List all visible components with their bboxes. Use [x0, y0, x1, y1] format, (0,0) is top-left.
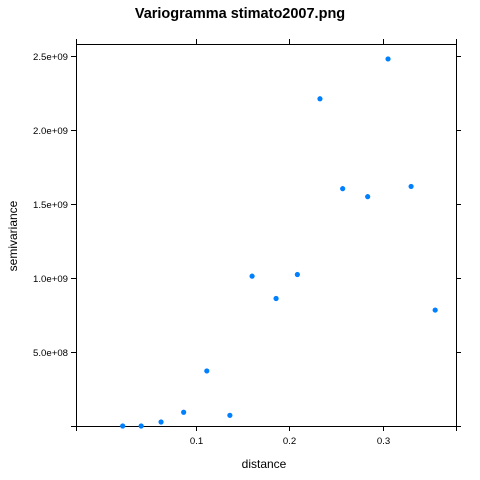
- data-point: [249, 273, 255, 279]
- data-point: [317, 96, 323, 102]
- data-points: [120, 56, 438, 429]
- chart-title: Variogramma stimato2007.png: [135, 6, 345, 22]
- x-tick-label: 0.1: [190, 436, 203, 447]
- y-tick-label: 2.0e+09: [33, 126, 68, 137]
- x-tick-label: 0.3: [377, 436, 390, 447]
- data-point: [204, 368, 210, 374]
- data-point: [385, 56, 391, 62]
- data-point: [432, 307, 438, 313]
- y-axis: 5.0e+08 1.0e+09 1.5e+09 2.0e+09 2.5e+09: [33, 52, 461, 427]
- data-point: [294, 271, 300, 278]
- data-point: [158, 419, 164, 425]
- plot-frame: [76, 44, 457, 427]
- data-point: [120, 423, 126, 429]
- y-axis-label: semivariance: [6, 200, 20, 271]
- x-axis: 0.1 0.2 0.3: [76, 39, 457, 447]
- data-point: [227, 412, 233, 418]
- data-point: [340, 186, 346, 192]
- data-point: [138, 423, 144, 429]
- y-tick-label: 1.0e+09: [33, 274, 68, 285]
- data-point: [273, 295, 279, 302]
- x-axis-label: distance: [242, 457, 287, 471]
- y-tick-label: 1.5e+09: [33, 200, 68, 211]
- data-point: [365, 194, 371, 200]
- data-point: [408, 183, 414, 190]
- y-tick-label: 2.5e+09: [33, 52, 68, 63]
- x-tick-label: 0.2: [283, 436, 296, 447]
- data-point: [181, 409, 187, 415]
- y-tick-label: 5.0e+08: [33, 348, 68, 359]
